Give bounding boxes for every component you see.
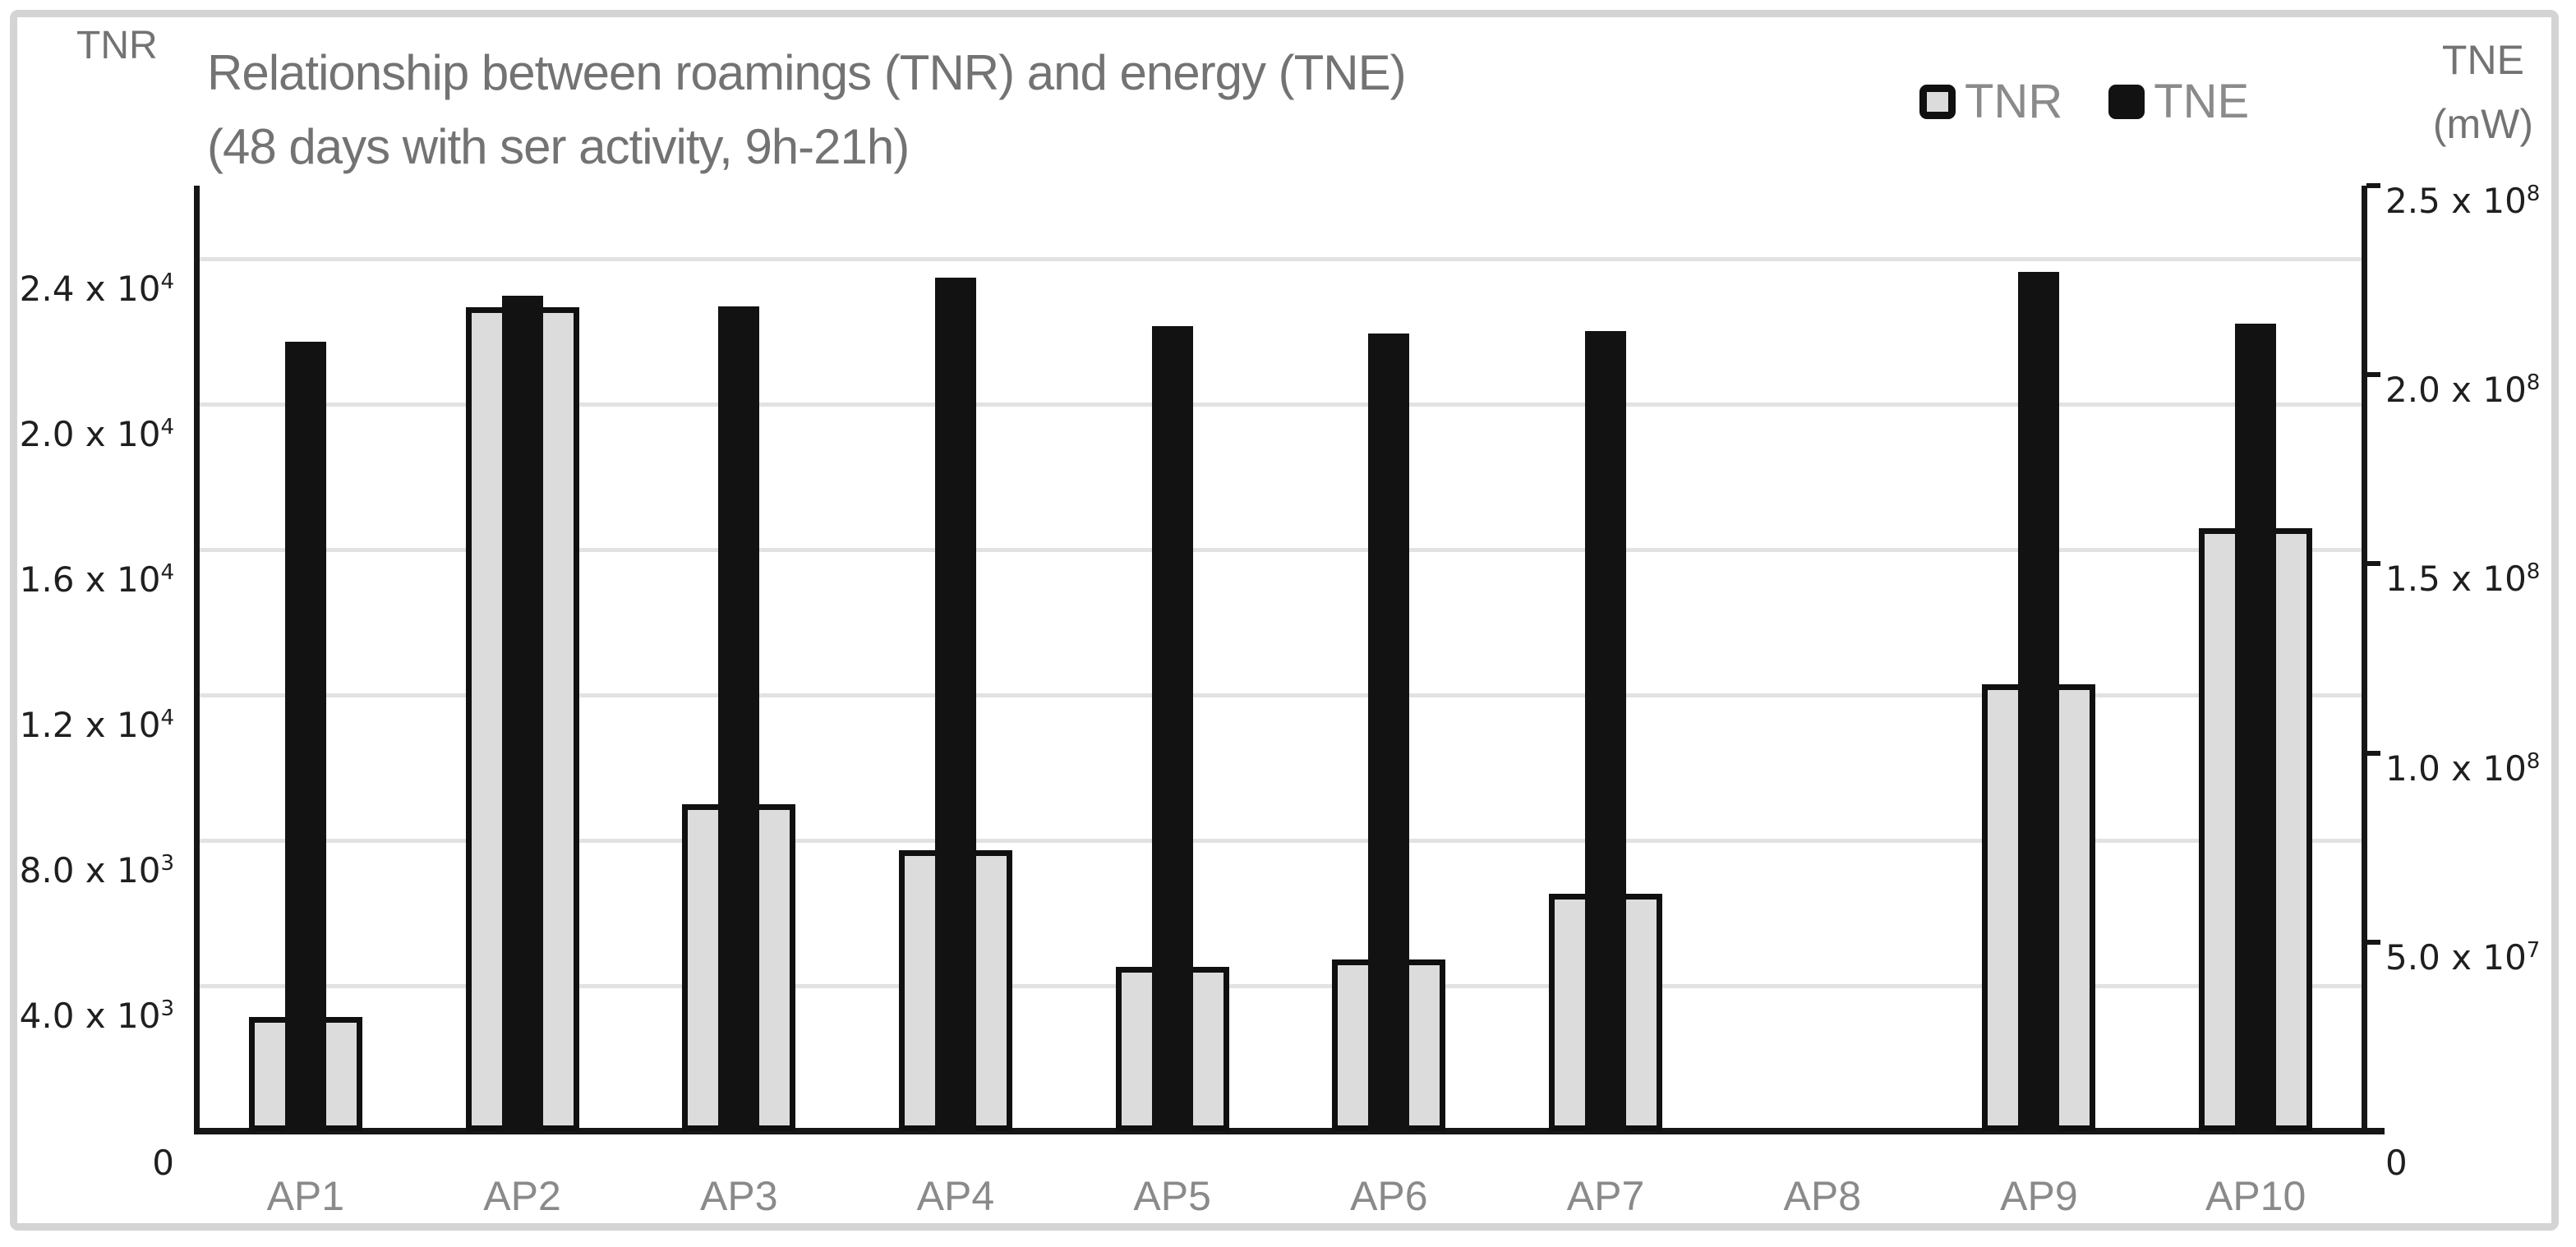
right-axis-tick-mark <box>2366 183 2380 188</box>
gridline <box>197 547 2364 552</box>
right-axis-tick-label: 2.0 x 108 <box>2385 370 2541 411</box>
chart-title-line2: (48 days with ser activity, 9h-21h) <box>207 119 910 174</box>
tne-bar-AP5 <box>1151 326 1193 1131</box>
chart-title: Relationship between roamings (TNR) and … <box>207 36 1407 184</box>
left-axis-tick-label: 4.0 x 103 <box>19 995 174 1036</box>
right-axis-tick-mark <box>2366 750 2380 756</box>
x-axis-label-AP8: AP8 <box>1783 1173 1862 1219</box>
gridline <box>197 402 2364 407</box>
legend-swatch-tnr-icon <box>1919 84 1956 119</box>
left-axis-line <box>194 186 200 1131</box>
right-axis-tick-label: 5.0 x 107 <box>2385 936 2541 978</box>
right-axis-tick-mark <box>2366 561 2380 567</box>
legend-item-tnr: TNR <box>1919 74 2062 129</box>
right-axis-line <box>2362 186 2367 1131</box>
legend-label-tnr: TNR <box>1965 75 2063 128</box>
gridline <box>197 983 2364 988</box>
x-axis-line <box>194 1128 2385 1134</box>
tne-bar-AP4 <box>934 278 976 1131</box>
tne-bar-AP1 <box>284 342 326 1131</box>
legend-item-tne: TNE <box>2108 74 2249 129</box>
x-axis-label-AP4: AP4 <box>916 1173 995 1219</box>
tne-bar-AP7 <box>1585 331 1627 1131</box>
left-axis-tick-label: 0 <box>152 1143 174 1183</box>
gridline <box>197 838 2364 843</box>
plot-area <box>194 183 2385 1134</box>
right-axis-title-line2: (mW) <box>2432 101 2533 147</box>
right-axis-tick-mark <box>2366 372 2380 378</box>
legend-swatch-tne-icon <box>2108 84 2145 119</box>
tne-bar-AP3 <box>718 306 760 1131</box>
x-axis-label-AP1: AP1 <box>266 1173 345 1219</box>
right-axis-tick-label: 1.5 x 108 <box>2385 559 2541 600</box>
legend: TNR TNE <box>1919 74 2249 129</box>
x-axis-label-AP5: AP5 <box>1133 1173 1211 1219</box>
x-axis-label-AP2: AP2 <box>483 1173 561 1219</box>
left-axis-tick-label: 1.6 x 104 <box>19 559 174 600</box>
legend-label-tne: TNE <box>2154 75 2250 128</box>
right-axis-tick-mark <box>2366 1129 2380 1134</box>
tne-bar-AP10 <box>2235 324 2277 1131</box>
gridline <box>197 693 2364 697</box>
right-axis-title: TNE (mW) <box>2433 28 2533 156</box>
right-axis-tick-mark <box>2366 939 2380 945</box>
x-axis-label-AP10: AP10 <box>2205 1173 2306 1219</box>
left-axis-title: TNR <box>76 24 158 67</box>
left-axis-tick-label: 2.4 x 104 <box>19 268 174 309</box>
figure-border <box>10 10 2559 1231</box>
chart-title-line1: Relationship between roamings (TNR) and … <box>207 45 1407 100</box>
tne-bar-AP6 <box>1368 334 1410 1131</box>
tne-bar-AP2 <box>501 296 543 1131</box>
x-axis-label-AP6: AP6 <box>1350 1173 1428 1219</box>
left-axis-tick-label: 8.0 x 103 <box>19 849 174 890</box>
right-axis-tick-label: 2.5 x 108 <box>2385 181 2541 221</box>
tne-bar-AP9 <box>2018 272 2060 1131</box>
left-axis-tick-label: 2.0 x 104 <box>19 413 174 454</box>
x-axis-label-AP7: AP7 <box>1566 1173 1645 1219</box>
x-axis-label-AP3: AP3 <box>699 1173 778 1219</box>
right-axis-tick-label: 1.0 x 108 <box>2385 748 2541 789</box>
right-axis-title-line1: TNE <box>2441 37 2524 83</box>
gridline <box>197 256 2364 261</box>
right-axis-tick-label: 0 <box>2385 1143 2408 1183</box>
left-axis-tick-label: 1.2 x 104 <box>19 704 174 745</box>
x-axis-label-AP9: AP9 <box>2000 1173 2078 1219</box>
